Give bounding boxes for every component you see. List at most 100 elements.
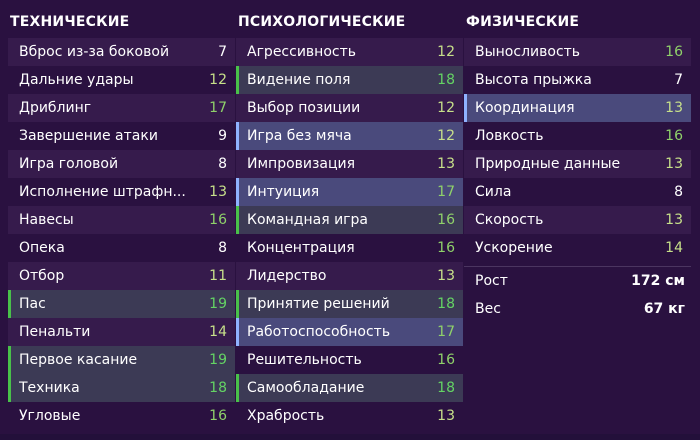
attribute-label: Первое касание [19,352,138,368]
attribute-row[interactable]: Опека 8 [8,234,235,262]
attribute-label: Дальние удары [19,72,134,88]
attribute-row[interactable]: Навесы 16 [8,206,235,234]
weight-value: 67 кг [643,301,685,317]
attribute-value: 18 [437,380,455,396]
technical-list: Вброс из-за боковой 7 Дальние удары 12 Дрибл… [8,38,235,430]
attribute-label: Высота прыжка [475,72,592,88]
attribute-row[interactable]: Игра без мяча 12 [236,122,463,150]
attribute-label: Командная игра [247,212,369,228]
highlight-bar [8,346,11,374]
attribute-row[interactable]: Игра головой 8 [8,150,235,178]
attribute-row[interactable]: Исполнение штрафн... 13 [8,178,235,206]
attribute-label: Игра головой [19,156,119,172]
highlight-bar [236,206,239,234]
attribute-label: Ловкость [475,128,544,144]
attribute-value: 16 [209,408,227,424]
attribute-value: 9 [218,128,227,144]
attribute-label: Решительность [247,352,362,368]
attribute-label: Работоспособность [247,324,391,340]
attribute-row[interactable]: Работоспособность 17 [236,318,463,346]
attribute-value: 18 [437,296,455,312]
attribute-row[interactable]: Концентрация 16 [236,234,463,262]
attribute-row[interactable]: Техника 18 [8,374,235,402]
attribute-row[interactable]: Выносливость 16 [464,38,691,66]
attribute-value: 13 [209,184,227,200]
attribute-row[interactable]: Лидерство 13 [236,262,463,290]
attribute-row[interactable]: Сила 8 [464,178,691,206]
attribute-label: Вброс из-за боковой [19,44,170,60]
attribute-value: 12 [437,100,455,116]
attribute-label: Импровизация [247,156,356,172]
attribute-label: Принятие решений [247,296,390,312]
attribute-row[interactable]: Высота прыжка 7 [464,66,691,94]
attribute-value: 7 [674,72,683,88]
attribute-label: Координация [475,100,575,116]
technical-title: ТЕХНИЧЕСКИЕ [10,14,130,30]
attribute-value: 7 [218,44,227,60]
attribute-value: 16 [437,212,455,228]
attribute-label: Опека [19,240,65,256]
attribute-row[interactable]: Принятие решений 18 [236,290,463,318]
attribute-row[interactable]: Пас 19 [8,290,235,318]
attribute-row[interactable]: Отбор 11 [8,262,235,290]
attribute-row[interactable]: Самообладание 18 [236,374,463,402]
attribute-row[interactable]: Пенальти 14 [8,318,235,346]
attribute-label: Завершение атаки [19,128,158,144]
attribute-value: 11 [209,268,227,284]
attribute-value: 16 [665,128,683,144]
attribute-row[interactable]: Первое касание 19 [8,346,235,374]
attribute-row[interactable]: Видение поля 18 [236,66,463,94]
attribute-row[interactable]: Ловкость 16 [464,122,691,150]
attribute-label: Выбор позиции [247,100,361,116]
attribute-label: Интуиция [247,184,320,200]
attribute-row[interactable]: Агрессивность 12 [236,38,463,66]
attribute-row[interactable]: Импровизация 13 [236,150,463,178]
mental-list: Агрессивность 12 Видение поля 18 Выбор позиц… [236,38,463,430]
attribute-row[interactable]: Вброс из-за боковой 7 [8,38,235,66]
attribute-label: Угловые [19,408,81,424]
attribute-label: Дриблинг [19,100,92,116]
technical-column: ТЕХНИЧЕСКИЕ Вброс из-за боковой 7 Дальние … [8,0,235,430]
attribute-value: 16 [437,352,455,368]
attribute-row[interactable]: Дриблинг 17 [8,94,235,122]
attribute-row[interactable]: Угловые 16 [8,402,235,430]
weight-row: Вес 67 кг [464,295,691,323]
attribute-row[interactable]: Храбрость 13 [236,402,463,430]
attribute-value: 8 [674,184,683,200]
attribute-label: Видение поля [247,72,351,88]
height-value: 172 см [631,273,685,289]
attribute-value: 12 [437,128,455,144]
attribute-value: 13 [437,156,455,172]
attribute-row[interactable]: Скорость 13 [464,206,691,234]
attribute-row[interactable]: Решительность 16 [236,346,463,374]
attribute-value: 16 [437,240,455,256]
attribute-row[interactable]: Командная игра 16 [236,206,463,234]
highlight-bar [464,94,467,122]
attribute-label: Природные данные [475,156,621,172]
attribute-row[interactable]: Ускорение 14 [464,234,691,262]
physical-list: Выносливость 16 Высота прыжка 7 Координация 1… [464,38,691,262]
bottom-edge [0,434,700,440]
attribute-row[interactable]: Выбор позиции 12 [236,94,463,122]
attribute-row[interactable]: Координация 13 [464,94,691,122]
attribute-value: 16 [209,212,227,228]
attribute-label: Пас [19,296,46,312]
attribute-row[interactable]: Дальние удары 12 [8,66,235,94]
attribute-row[interactable]: Завершение атаки 9 [8,122,235,150]
highlight-bar [236,290,239,318]
mental-title: ПСИХОЛОГИЧЕСКИЕ [238,14,406,30]
attribute-value: 13 [437,408,455,424]
attribute-row[interactable]: Интуиция 17 [236,178,463,206]
attribute-label: Храбрость [247,408,325,424]
attribute-value: 19 [209,352,227,368]
attribute-row[interactable]: Природные данные 13 [464,150,691,178]
attribute-label: Скорость [475,212,544,228]
attribute-value: 17 [209,100,227,116]
attribute-label: Выносливость [475,44,581,60]
attribute-value: 14 [209,324,227,340]
highlight-bar [236,66,239,94]
attribute-value: 14 [665,240,683,256]
attribute-label: Ускорение [475,240,553,256]
attribute-label: Игра без мяча [247,128,352,144]
